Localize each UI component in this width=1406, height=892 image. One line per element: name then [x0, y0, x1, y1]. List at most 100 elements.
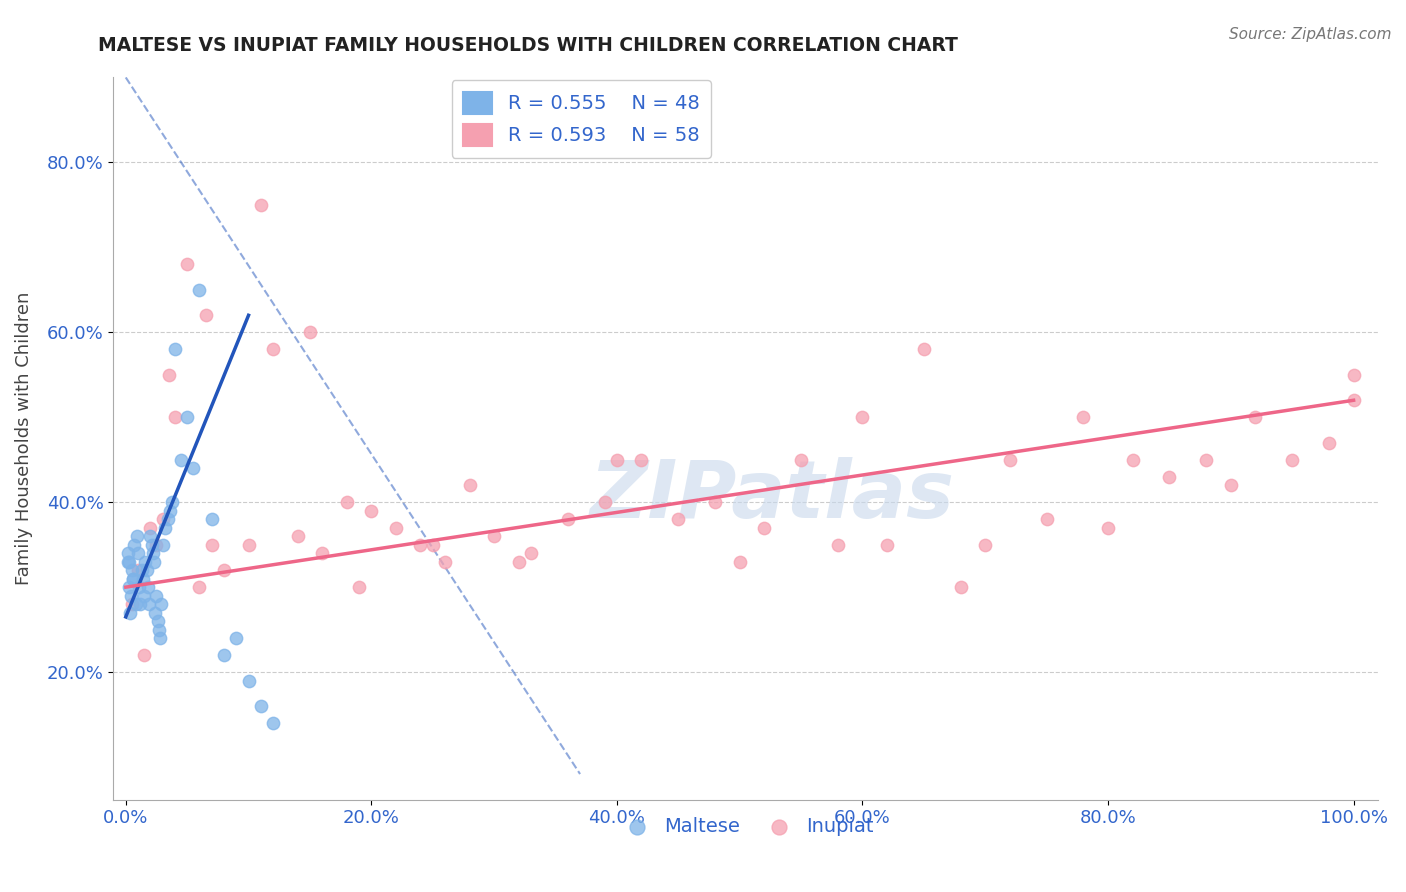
Point	[134, 555, 156, 569]
Point	[347, 580, 370, 594]
Point	[557, 512, 579, 526]
Point	[142, 546, 165, 560]
Point	[201, 538, 224, 552]
Point	[149, 631, 172, 645]
Point	[148, 623, 170, 637]
Point	[143, 606, 166, 620]
Point	[138, 597, 160, 611]
Point	[146, 614, 169, 628]
Point	[159, 504, 181, 518]
Point	[998, 452, 1021, 467]
Point	[238, 538, 260, 552]
Point	[121, 597, 143, 611]
Point	[134, 648, 156, 662]
Point	[118, 555, 141, 569]
Point	[132, 572, 155, 586]
Text: MALTESE VS INUPIAT FAMILY HOUSEHOLDS WITH CHILDREN CORRELATION CHART: MALTESE VS INUPIAT FAMILY HOUSEHOLDS WIT…	[98, 36, 959, 54]
Point	[728, 555, 751, 569]
Point	[520, 546, 543, 560]
Point	[606, 452, 628, 467]
Point	[156, 512, 179, 526]
Point	[1122, 452, 1144, 467]
Point	[262, 343, 284, 357]
Point	[139, 529, 162, 543]
Point	[336, 495, 359, 509]
Point	[122, 572, 145, 586]
Point	[117, 546, 139, 560]
Text: Source: ZipAtlas.com: Source: ZipAtlas.com	[1229, 27, 1392, 42]
Point	[212, 648, 235, 662]
Point	[1159, 469, 1181, 483]
Point	[1244, 410, 1267, 425]
Point	[287, 529, 309, 543]
Point	[630, 452, 652, 467]
Point	[409, 538, 432, 552]
Point	[121, 563, 143, 577]
Legend: Maltese, Inupiat: Maltese, Inupiat	[610, 809, 882, 844]
Point	[170, 452, 193, 467]
Point	[1073, 410, 1095, 425]
Point	[120, 589, 142, 603]
Point	[704, 495, 727, 509]
Point	[1317, 435, 1340, 450]
Point	[225, 631, 247, 645]
Point	[152, 538, 174, 552]
Point	[120, 606, 142, 620]
Point	[153, 521, 176, 535]
Point	[143, 555, 166, 569]
Point	[124, 538, 146, 552]
Point	[163, 343, 186, 357]
Point	[145, 538, 167, 552]
Point	[131, 563, 153, 577]
Point	[311, 546, 333, 560]
Point	[458, 478, 481, 492]
Point	[176, 257, 198, 271]
Point	[152, 512, 174, 526]
Point	[188, 580, 211, 594]
Point	[121, 572, 143, 586]
Point	[1035, 512, 1057, 526]
Point	[250, 699, 273, 714]
Point	[181, 461, 204, 475]
Point	[360, 504, 382, 518]
Point	[1343, 368, 1365, 382]
Point	[912, 343, 935, 357]
Point	[1343, 393, 1365, 408]
Point	[157, 368, 180, 382]
Point	[150, 597, 173, 611]
Point	[124, 597, 146, 611]
Point	[125, 529, 148, 543]
Point	[1219, 478, 1241, 492]
Point	[163, 410, 186, 425]
Point	[135, 563, 157, 577]
Point	[422, 538, 444, 552]
Point	[145, 589, 167, 603]
Point	[176, 410, 198, 425]
Y-axis label: Family Households with Children: Family Households with Children	[15, 292, 32, 585]
Point	[188, 283, 211, 297]
Point	[141, 538, 163, 552]
Point	[118, 580, 141, 594]
Point	[385, 521, 408, 535]
Point	[194, 308, 217, 322]
Text: ZIPatlas: ZIPatlas	[589, 458, 953, 535]
Point	[117, 555, 139, 569]
Point	[162, 495, 184, 509]
Point	[134, 589, 156, 603]
Point	[754, 521, 776, 535]
Point	[851, 410, 873, 425]
Point	[827, 538, 849, 552]
Point	[1195, 452, 1218, 467]
Point	[212, 563, 235, 577]
Point	[1097, 521, 1119, 535]
Point	[250, 198, 273, 212]
Point	[434, 555, 457, 569]
Point	[127, 563, 149, 577]
Point	[593, 495, 616, 509]
Point	[974, 538, 997, 552]
Point	[298, 326, 321, 340]
Point	[129, 597, 152, 611]
Point	[201, 512, 224, 526]
Point	[508, 555, 530, 569]
Point	[136, 580, 159, 594]
